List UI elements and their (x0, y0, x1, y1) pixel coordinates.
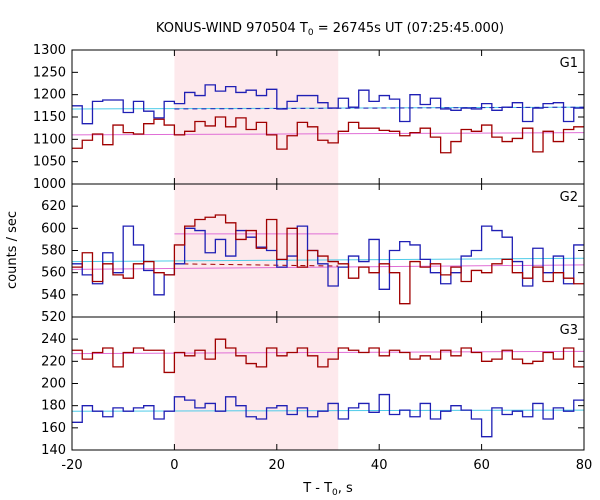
x-tick-label: 40 (371, 458, 388, 473)
y-tick-label: 1150 (33, 110, 66, 125)
x-tick-label: 20 (269, 458, 286, 473)
chart-title: KONUS-WIND 970504 T0 = 26745s UT (07:25:… (156, 21, 504, 38)
fit-line-red_series (174, 263, 339, 267)
series-blue_series (72, 84, 584, 125)
fit-line-pink_fit (71, 350, 585, 355)
panel-label-g2: G2 (560, 190, 578, 205)
y-tick-label: 160 (41, 421, 66, 436)
x-tick-label: 80 (576, 458, 593, 473)
x-tick-label: 0 (170, 458, 178, 473)
x-tick-label: 60 (473, 458, 490, 473)
series-red_series (72, 116, 584, 154)
x-tick-label: -20 (61, 458, 82, 473)
y-tick-label: 1050 (33, 155, 66, 170)
y-tick-label: 1200 (33, 88, 66, 103)
y-tick-label: 560 (41, 266, 66, 281)
series-blue_series (72, 393, 584, 438)
y-tick-label: 1100 (33, 132, 66, 147)
series-red_series (72, 338, 584, 374)
y-tick-label: 1300 (33, 43, 66, 58)
x-axis-label: T - T0, s (302, 481, 353, 498)
y-tick-label: 220 (41, 354, 66, 369)
y-tick-label: 580 (41, 244, 66, 259)
panel-g1: 1000 1050 1100 1150 1200 1250 1300 G1 (33, 43, 585, 192)
panel-g3: 140 160 180 200 220 240 G3 (41, 316, 585, 458)
fit-line-pink_fit (71, 132, 585, 136)
y-tick-label: 540 (41, 288, 66, 303)
y-tick-label: 180 (41, 399, 66, 414)
y-tick-label: 520 (41, 310, 66, 325)
y-tick-label: 1250 (33, 65, 66, 80)
y-tick-label: 1000 (33, 177, 66, 192)
panel-g2: 520 540 560 580 600 620 G2 (41, 183, 585, 325)
panel-label-g3: G3 (560, 323, 578, 338)
series-blue_series (72, 225, 584, 296)
y-tick-label: 140 (41, 443, 66, 458)
plot-area: 1000105011001150120012501300G15205405605… (33, 43, 592, 473)
y-axis-label: counts / sec (5, 211, 20, 289)
series-red_series (72, 214, 584, 305)
y-tick-label: 620 (41, 199, 66, 214)
y-tick-label: 600 (41, 221, 66, 236)
y-tick-label: 240 (41, 332, 66, 347)
y-tick-label: 200 (41, 377, 66, 392)
panel-label-g1: G1 (560, 56, 578, 71)
